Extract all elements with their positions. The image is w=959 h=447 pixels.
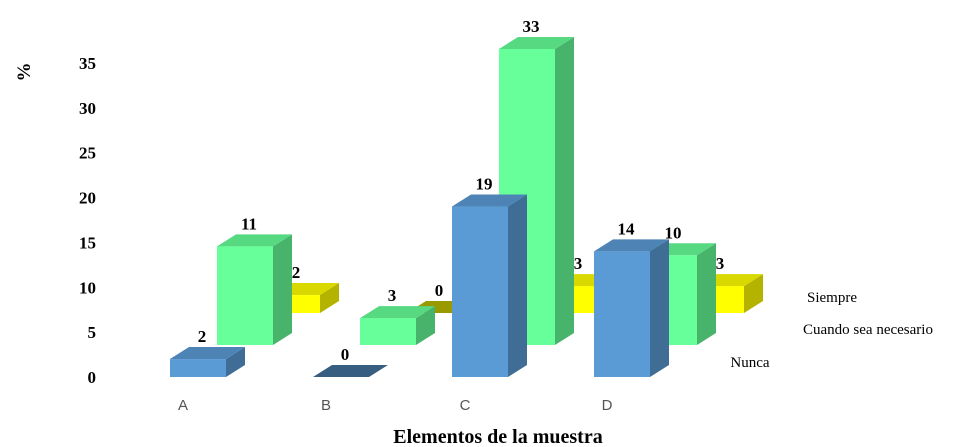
y-axis-title: % (14, 63, 35, 82)
y-tick-label: 15 (79, 233, 96, 252)
series-label-nunca: Nunca (730, 355, 769, 371)
data-label-nunca-c: 19 (476, 175, 493, 194)
bar-cuando-sea-necesario-b (360, 306, 435, 345)
series-label-cuando-sea-necesario: Cuando sea necesario (803, 322, 933, 338)
x-tick-label-c: C (460, 397, 471, 414)
y-tick-label: 5 (88, 323, 97, 342)
x-axis: A B C D (178, 397, 613, 414)
y-axis: 0 5 10 15 20 25 30 35 (79, 54, 96, 387)
data-label-cuando-sea-necesario-b: 3 (388, 286, 397, 305)
bar-nunca-d (594, 239, 669, 377)
data-label-cuando-sea-necesario-d: 10 (665, 223, 682, 242)
bar-nunca-a (170, 347, 245, 377)
bar-nunca-b (313, 365, 388, 377)
y-tick-label: 20 (79, 189, 96, 208)
data-label-siempre-b: 0 (435, 281, 444, 300)
y-tick-label: 25 (79, 144, 96, 163)
x-tick-label-b: B (321, 397, 331, 414)
data-label-siempre-d: 3 (716, 254, 725, 273)
data-label-nunca-a: 2 (198, 327, 207, 346)
y-tick-label: 0 (88, 368, 97, 387)
bar-cuando-sea-necesario-a (217, 234, 292, 345)
x-tick-label-a: A (178, 397, 188, 414)
data-label-siempre-c: 3 (574, 254, 583, 273)
data-label-cuando-sea-necesario-c: 33 (523, 17, 540, 36)
data-label-siempre-a: 2 (292, 263, 301, 282)
bars (170, 36, 763, 377)
x-axis-title: Elementos de la muestra (393, 426, 602, 447)
data-label-cuando-sea-necesario-a: 11 (241, 214, 257, 233)
y-tick-label: 10 (79, 278, 96, 297)
y-tick-label: 30 (79, 99, 96, 118)
depth-axis: Nunca Cuando sea necesario Siempre (730, 290, 933, 371)
series-label-siempre: Siempre (807, 290, 857, 306)
data-label-nunca-d: 14 (618, 219, 636, 238)
x-tick-label-d: D (602, 397, 613, 414)
y-tick-label: 35 (79, 54, 96, 73)
bar-nunca-c (452, 194, 527, 377)
data-label-nunca-b: 0 (341, 345, 350, 364)
